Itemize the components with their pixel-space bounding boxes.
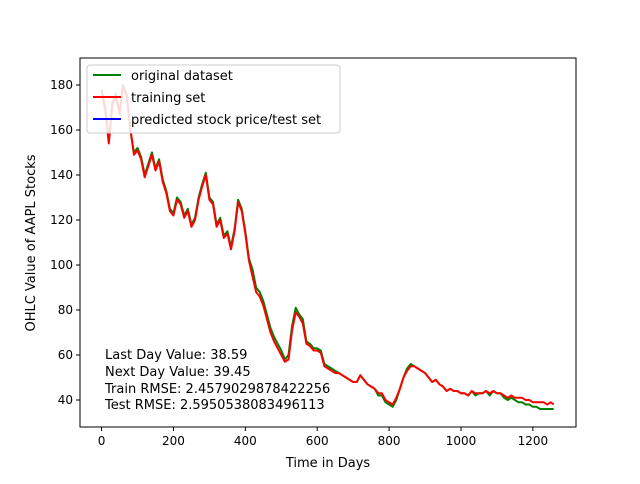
annotation-block: Last Day Value: 38.59 Next Day Value: 39…: [104, 348, 330, 413]
legend: original dataset training set predicted …: [86, 64, 341, 134]
y-axis-label: OHLC Value of AAPL Stocks: [24, 154, 39, 331]
x-tick-label: 200: [162, 434, 185, 448]
x-axis-ticks: 0 200 400 600 800 1000 1200: [98, 427, 548, 448]
annotation-last-day: Last Day Value: 38.59: [105, 348, 247, 363]
legend-label-predicted: predicted stock price/test set: [131, 113, 321, 128]
annotation-test-rmse: Test RMSE: 2.5950538083496113: [104, 398, 325, 413]
x-tick-label: 600: [306, 434, 329, 448]
plot-frame: [79, 57, 577, 428]
x-tick-label: 400: [234, 434, 257, 448]
y-tick-label: 100: [50, 258, 73, 272]
y-tick-label: 120: [50, 213, 73, 227]
legend-label-original: original dataset: [131, 69, 233, 84]
y-axis-ticks: 40 60 80 100 120 140 160 180: [50, 78, 80, 407]
x-tick-label: 0: [98, 434, 106, 448]
y-tick-label: 40: [58, 393, 73, 407]
y-tick-label: 180: [50, 78, 73, 92]
legend-box: [86, 64, 341, 134]
x-tick-label: 1200: [518, 434, 549, 448]
legend-label-training: training set: [131, 91, 205, 106]
annotation-next-day: Next Day Value: 39.45: [105, 365, 251, 380]
x-tick-label: 800: [378, 434, 401, 448]
series-line-1: [100, 86, 555, 406]
y-tick-label: 60: [58, 348, 73, 362]
y-tick-label: 140: [50, 168, 73, 182]
y-tick-label: 80: [58, 303, 73, 317]
x-axis-label: Time in Days: [285, 456, 371, 471]
annotation-train-rmse: Train RMSE: 2.4579029878422256: [104, 382, 330, 397]
x-tick-label: 1000: [446, 434, 477, 448]
y-tick-label: 160: [50, 123, 73, 137]
plot-lines: [100, 84, 555, 410]
